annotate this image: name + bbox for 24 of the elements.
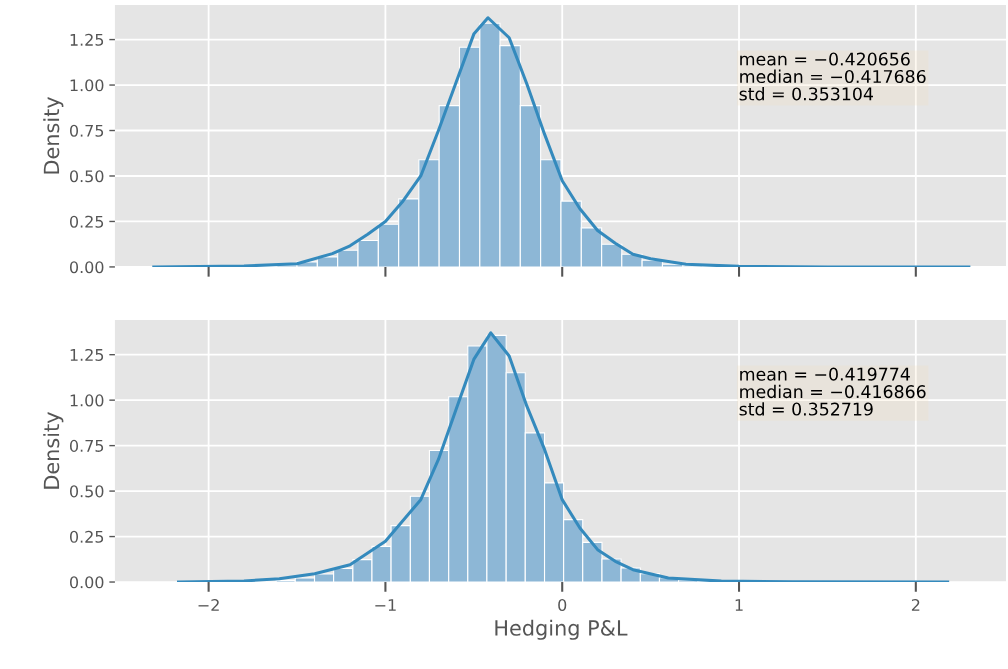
annotation: mean = −0.420656 median = −0.417686 std = 0.353104 — [739, 52, 926, 101]
x-tick-label: −1 — [375, 599, 396, 611]
y-tick-label: 1.25 — [70, 348, 104, 361]
y-tick-label: 1.00 — [70, 394, 104, 407]
y-tick-label: 0.00 — [69, 576, 104, 589]
y-tick-label: 0.25 — [69, 215, 104, 228]
line-series — [177, 331, 950, 583]
y-axis-title: Density — [43, 412, 64, 489]
y-tick-label: 0.00 — [69, 261, 104, 274]
y-tick-label: 0.50 — [69, 170, 104, 183]
y-tick-label: 0.75 — [69, 439, 104, 452]
y-tick-label: 0.25 — [69, 530, 104, 543]
x-tick-label: 1 — [735, 599, 743, 611]
y-tick-label: 0.75 — [69, 124, 104, 137]
y-axis-title: Density — [43, 96, 64, 174]
x-axis-title: Hedging P&L — [495, 619, 628, 640]
y-tick-label: 0.50 — [69, 485, 104, 498]
x-tick-label: 2 — [911, 598, 920, 611]
annotation: mean = −0.419774 median = −0.416866 std = 0.352719 — [739, 367, 926, 416]
y-tick-label: 1.00 — [70, 79, 104, 92]
y-tick-label: 1.25 — [70, 33, 104, 46]
x-tick-label: 0 — [558, 598, 567, 612]
x-tick-label: −2 — [198, 598, 219, 611]
line-series — [152, 16, 971, 267]
